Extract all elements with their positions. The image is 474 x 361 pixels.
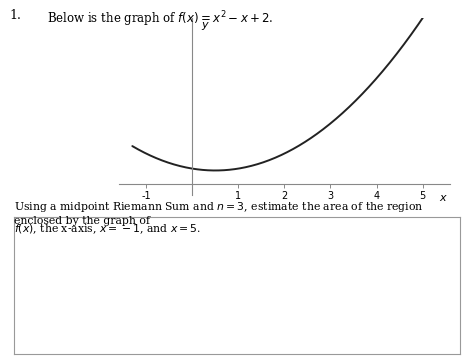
Text: $f(x)$, the x-axis, $x=-1$, and $x=5$.: $f(x)$, the x-axis, $x=-1$, and $x=5$. xyxy=(14,222,201,236)
Text: Using a midpoint Riemann Sum and $n=3$, estimate the area of the region enclosed: Using a midpoint Riemann Sum and $n=3$, … xyxy=(14,200,424,226)
Text: Below is the graph of $f(x)=x^2-x+2$.: Below is the graph of $f(x)=x^2-x+2$. xyxy=(47,9,274,29)
Text: 1.: 1. xyxy=(9,9,21,22)
Text: $y$: $y$ xyxy=(201,20,210,32)
Text: $x$: $x$ xyxy=(439,193,448,203)
